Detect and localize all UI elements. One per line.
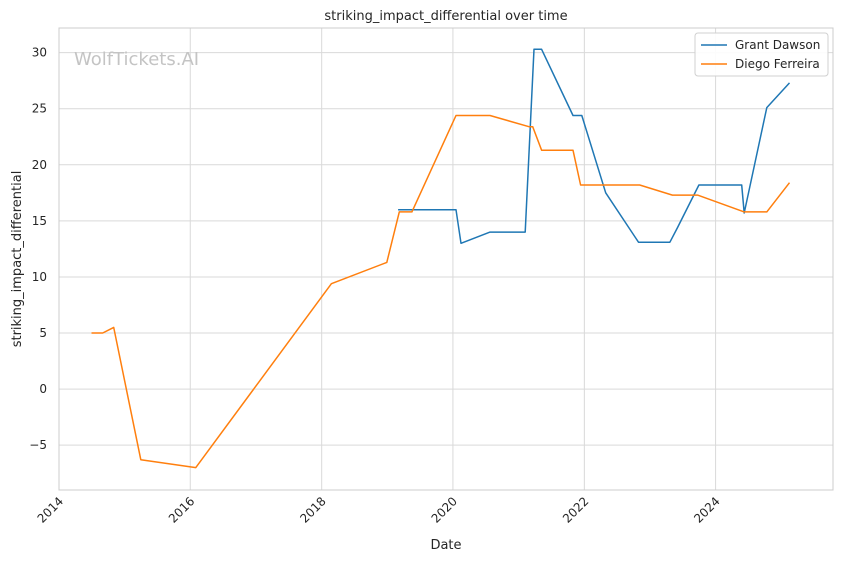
legend-label-grant-dawson: Grant Dawson [735, 38, 820, 52]
legend: Grant Dawson Diego Ferreira [694, 32, 829, 77]
y-axis-label: striking_impact_differential [10, 171, 25, 348]
y-tick-label: 25 [32, 102, 47, 116]
chart-title: striking_impact_differential over time [324, 9, 567, 24]
legend-label-diego-ferreira: Diego Ferreira [735, 57, 820, 71]
series-lines [91, 48, 791, 469]
legend-box [694, 32, 829, 77]
x-axis-label: Date [430, 538, 461, 553]
y-tick-label: 20 [32, 158, 47, 172]
y-tick-label: 5 [39, 326, 47, 340]
watermark: WolfTickets.AI [74, 49, 199, 70]
y-tick-label: 0 [39, 382, 47, 396]
series-line-grant-dawson [398, 48, 791, 245]
y-tick-label: 15 [32, 214, 47, 228]
y-tick-label: 10 [32, 270, 47, 284]
series-line-diego-ferreira [91, 114, 791, 469]
y-tick-label: 30 [32, 46, 47, 60]
plot-frame [58, 27, 834, 491]
y-tick-label: −5 [29, 438, 47, 452]
y-tick-labels: −5 0 5 10 15 20 25 30 [29, 46, 47, 452]
